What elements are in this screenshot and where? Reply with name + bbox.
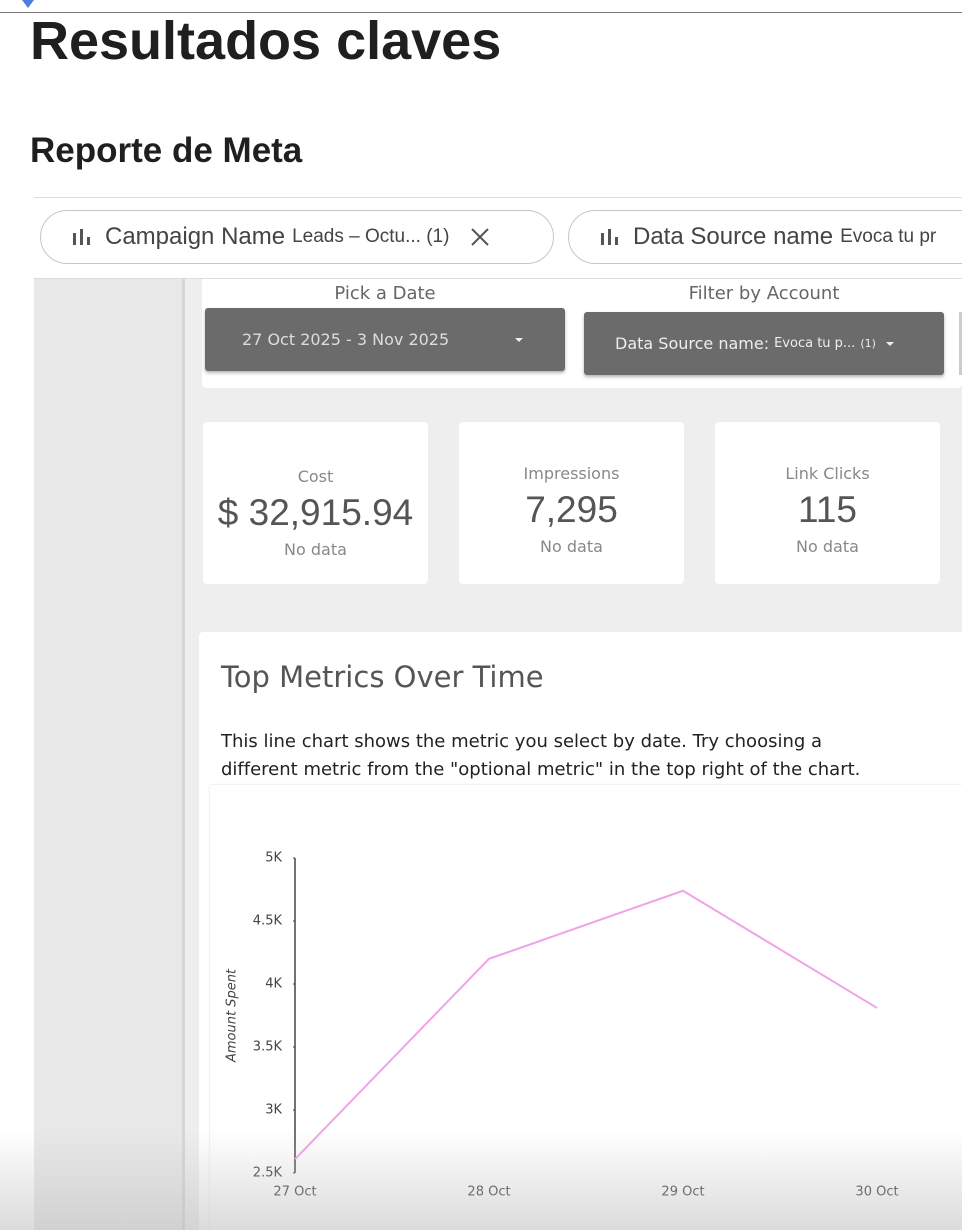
chart-description: This line chart shows the metric you sel…: [221, 728, 860, 784]
caret: [885, 341, 894, 346]
scorecard-value: 115: [798, 489, 857, 530]
y-tick-label: 4.5K: [253, 914, 283, 929]
control-label: Pick a Date: [334, 283, 436, 304]
y-tick-label: 5K: [265, 851, 282, 866]
scorecard-label: Impressions: [523, 464, 620, 483]
dropdown-field: Data Source name:: [615, 334, 770, 353]
top-rule: [0, 12, 962, 13]
sidebar-edge: [182, 278, 185, 1230]
dropdown-value: 27 Oct 2025 - 3 Nov 2025: [242, 330, 450, 349]
scorecard: Link Clicks 115 No data: [715, 422, 940, 584]
bottom-shade: [0, 1130, 962, 1230]
marker: [22, 0, 34, 8]
caret: [515, 337, 523, 342]
chip-value: Leads – Octu... (1): [292, 226, 450, 247]
scorecard-label: Cost: [297, 467, 334, 486]
sidebar: [34, 278, 182, 1230]
scorecard: Impressions 7,295 No data: [459, 422, 684, 584]
scorecard-comparison: No data: [540, 537, 603, 556]
close-icon[interactable]: [469, 226, 491, 248]
dropdown-edge: [959, 312, 962, 375]
scorecard: Cost $ 32,915.94 No data: [203, 422, 428, 584]
rule: [34, 197, 962, 198]
y-tick-label: 4K: [265, 977, 282, 992]
subtitle: Reporte de Meta: [30, 131, 303, 170]
description-line: different metric from the "optional metr…: [221, 759, 861, 780]
title: Resultados claves: [30, 11, 502, 71]
filter-chip[interactable]: Campaign Name Leads – Octu... (1): [40, 210, 554, 264]
dropdown-count: (1): [860, 337, 876, 350]
chip-field: Data Source name: [633, 223, 834, 250]
scorecard-comparison: No data: [284, 540, 347, 559]
control-label: Filter by Account: [688, 283, 840, 304]
scorecard-value: $ 32,915.94: [217, 492, 414, 533]
account-dropdown[interactable]: Data Source name: Evoca tu p... (1): [584, 312, 944, 375]
series-line: [294, 889, 878, 1160]
chip-field: Campaign Name: [105, 223, 286, 250]
rule: [34, 278, 962, 279]
dropdown-value: Evoca tu p...: [774, 336, 856, 351]
y-tick-label: 3.5K: [253, 1040, 283, 1055]
chip-value: Evoca tu pr: [840, 226, 937, 247]
scorecard-value: 7,295: [525, 489, 618, 530]
filter-chip[interactable]: Data Source name Evoca tu pr: [568, 210, 962, 264]
chart-title: Top Metrics Over Time: [221, 660, 544, 694]
scorecard-label: Link Clicks: [785, 464, 870, 483]
scorecard-comparison: No data: [796, 537, 859, 556]
date-dropdown[interactable]: 27 Oct 2025 - 3 Nov 2025: [205, 308, 565, 371]
y-axis-label: Amount Spent: [225, 968, 240, 1063]
chart-icon: [73, 229, 90, 245]
description-line: This line chart shows the metric you sel…: [221, 731, 823, 752]
y-tick-label: 3K: [265, 1103, 282, 1118]
chart-icon: [601, 229, 618, 245]
